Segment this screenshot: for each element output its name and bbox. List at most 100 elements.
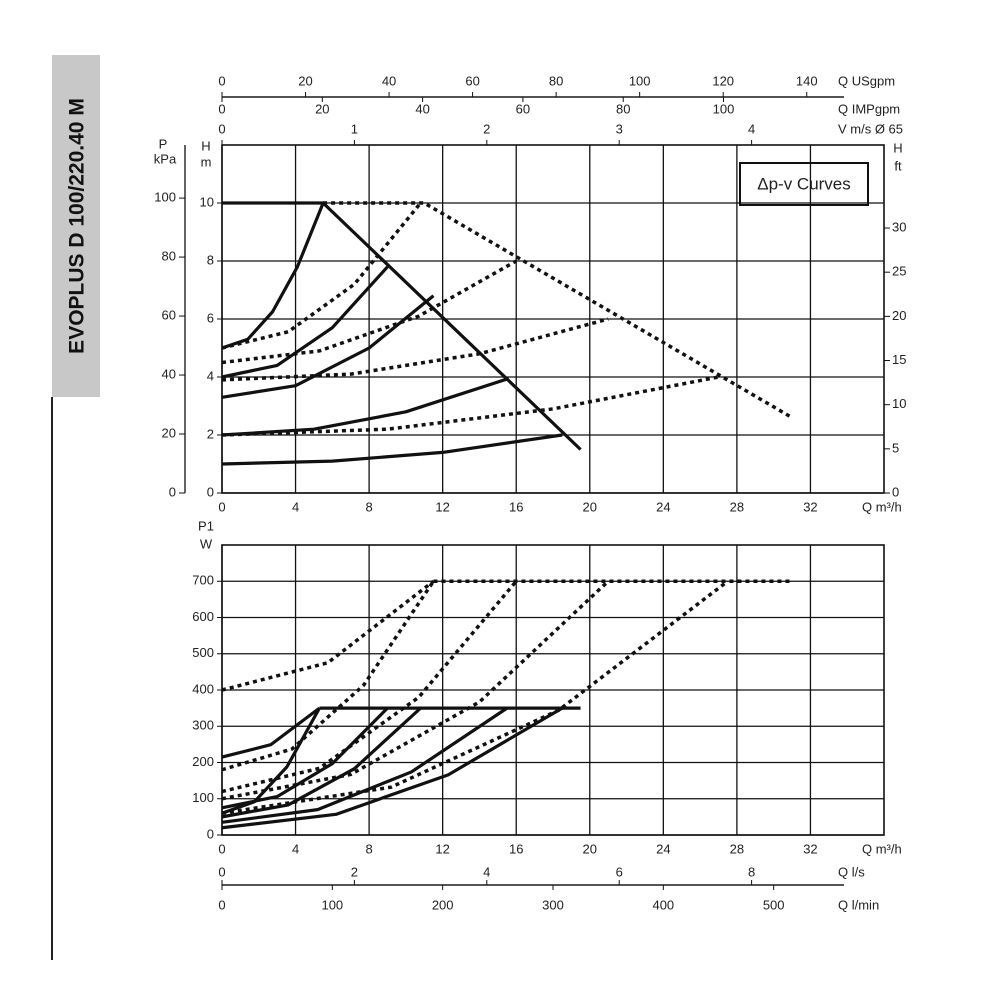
x-tick-label: 16: [509, 841, 523, 856]
curve: [221, 201, 422, 350]
axis-label: Q USgpm: [838, 73, 895, 88]
axis-label: H: [893, 140, 902, 155]
y-axis-unit: W: [200, 536, 213, 551]
y-tick-label: 200: [192, 754, 214, 769]
x-tick-label: 20: [583, 841, 597, 856]
curve: [221, 202, 325, 350]
tick-label: 400: [652, 897, 674, 912]
tick-label: 10: [892, 396, 906, 411]
curve: [221, 317, 609, 382]
x-tick-label: 16: [509, 499, 523, 514]
x-tick-label: 28: [730, 841, 744, 856]
plot-frame: [221, 144, 885, 494]
tick-label: 0: [218, 73, 225, 88]
tick-label: 60: [162, 307, 176, 322]
tick-label: 2: [351, 864, 358, 879]
tick-label: 20: [298, 73, 312, 88]
x-axis-label: Q m³/h: [862, 499, 902, 514]
tick-label: 40: [382, 73, 396, 88]
curve: [221, 433, 563, 466]
tick-label: 30: [892, 219, 906, 234]
tick-label: 100: [321, 897, 343, 912]
curve: [221, 706, 389, 810]
tick-label: 25: [892, 264, 906, 279]
x-tick-label: 28: [730, 499, 744, 514]
curve: [221, 580, 518, 794]
x-tick-label: 4: [292, 841, 299, 856]
curve: [221, 375, 719, 437]
tick-label: 140: [796, 73, 818, 88]
tick-label: 20: [162, 425, 176, 440]
curve: [221, 706, 321, 759]
x-tick-label: 32: [803, 499, 817, 514]
tick-label: 100: [629, 73, 651, 88]
tick-label: 0: [892, 484, 899, 499]
axis-label: P: [159, 136, 168, 151]
tick-label: 500: [763, 897, 785, 912]
y-tick-label: 2: [207, 426, 214, 441]
y-tick-label: 0: [207, 826, 214, 841]
axis-unit: kPa: [154, 151, 177, 166]
tick-label: 3: [616, 121, 623, 136]
curve: [221, 580, 435, 772]
curve: [221, 706, 422, 819]
tick-label: 20: [892, 308, 906, 323]
tick-label: 100: [713, 101, 735, 116]
curve: [221, 376, 510, 437]
tick-label: 0: [218, 897, 225, 912]
tick-label: 0: [218, 101, 225, 116]
y-tick-label: 10: [200, 194, 214, 209]
x-tick-label: 8: [365, 841, 372, 856]
y-tick-label: 600: [192, 609, 214, 624]
tick-label: 300: [542, 897, 564, 912]
x-tick-label: 24: [656, 499, 670, 514]
y-tick-label: 8: [207, 252, 214, 267]
tick-label: 80: [616, 101, 630, 116]
tick-label: 60: [465, 73, 479, 88]
curve: [221, 706, 564, 830]
page-title: EVOPLUS D 100/220.40 M: [66, 98, 89, 354]
x-tick-label: 0: [218, 499, 225, 514]
tick-label: 8: [748, 864, 755, 879]
x-tick-label: 24: [656, 841, 670, 856]
y-axis-label: P1: [198, 518, 214, 533]
x-tick-label: 32: [803, 841, 817, 856]
curve: [221, 265, 389, 379]
y-axis-unit: m: [201, 154, 212, 169]
y-tick-label: 6: [207, 310, 214, 325]
tick-label: 4: [483, 864, 490, 879]
y-tick-label: 700: [192, 573, 214, 588]
curve: [323, 201, 793, 420]
tick-label: 80: [162, 249, 176, 264]
curve: [221, 579, 729, 815]
x-tick-label: 12: [435, 499, 449, 514]
annotation: Δp-v Curves: [757, 174, 851, 193]
tick-label: 40: [162, 366, 176, 381]
y-tick-label: 0: [207, 484, 214, 499]
tick-label: 0: [169, 484, 176, 499]
tick-label: 100: [154, 190, 176, 205]
x-tick-label: 4: [292, 499, 299, 514]
tick-label: 0: [218, 121, 225, 136]
axis-label: Q l/min: [838, 897, 879, 912]
tick-label: 20: [315, 101, 329, 116]
tick-label: 4: [748, 121, 755, 136]
tick-label: 0: [218, 864, 225, 879]
axis-label: Q IMPgpm: [838, 101, 900, 116]
y-axis-label: H: [201, 138, 210, 153]
axis-label: V m/s Ø 65: [838, 121, 903, 136]
x-tick-label: 8: [365, 499, 372, 514]
y-tick-label: 300: [192, 718, 214, 733]
annotation-box: [739, 162, 869, 206]
tick-label: 5: [892, 440, 899, 455]
tick-label: 6: [616, 864, 623, 879]
y-tick-label: 100: [192, 790, 214, 805]
curve: [221, 579, 435, 692]
x-tick-label: 20: [583, 499, 597, 514]
tick-label: 1: [351, 121, 358, 136]
curve: [221, 579, 610, 801]
tick-label: 80: [549, 73, 563, 88]
axis-unit: ft: [894, 158, 902, 173]
tick-label: 2: [483, 121, 490, 136]
y-tick-label: 400: [192, 681, 214, 696]
